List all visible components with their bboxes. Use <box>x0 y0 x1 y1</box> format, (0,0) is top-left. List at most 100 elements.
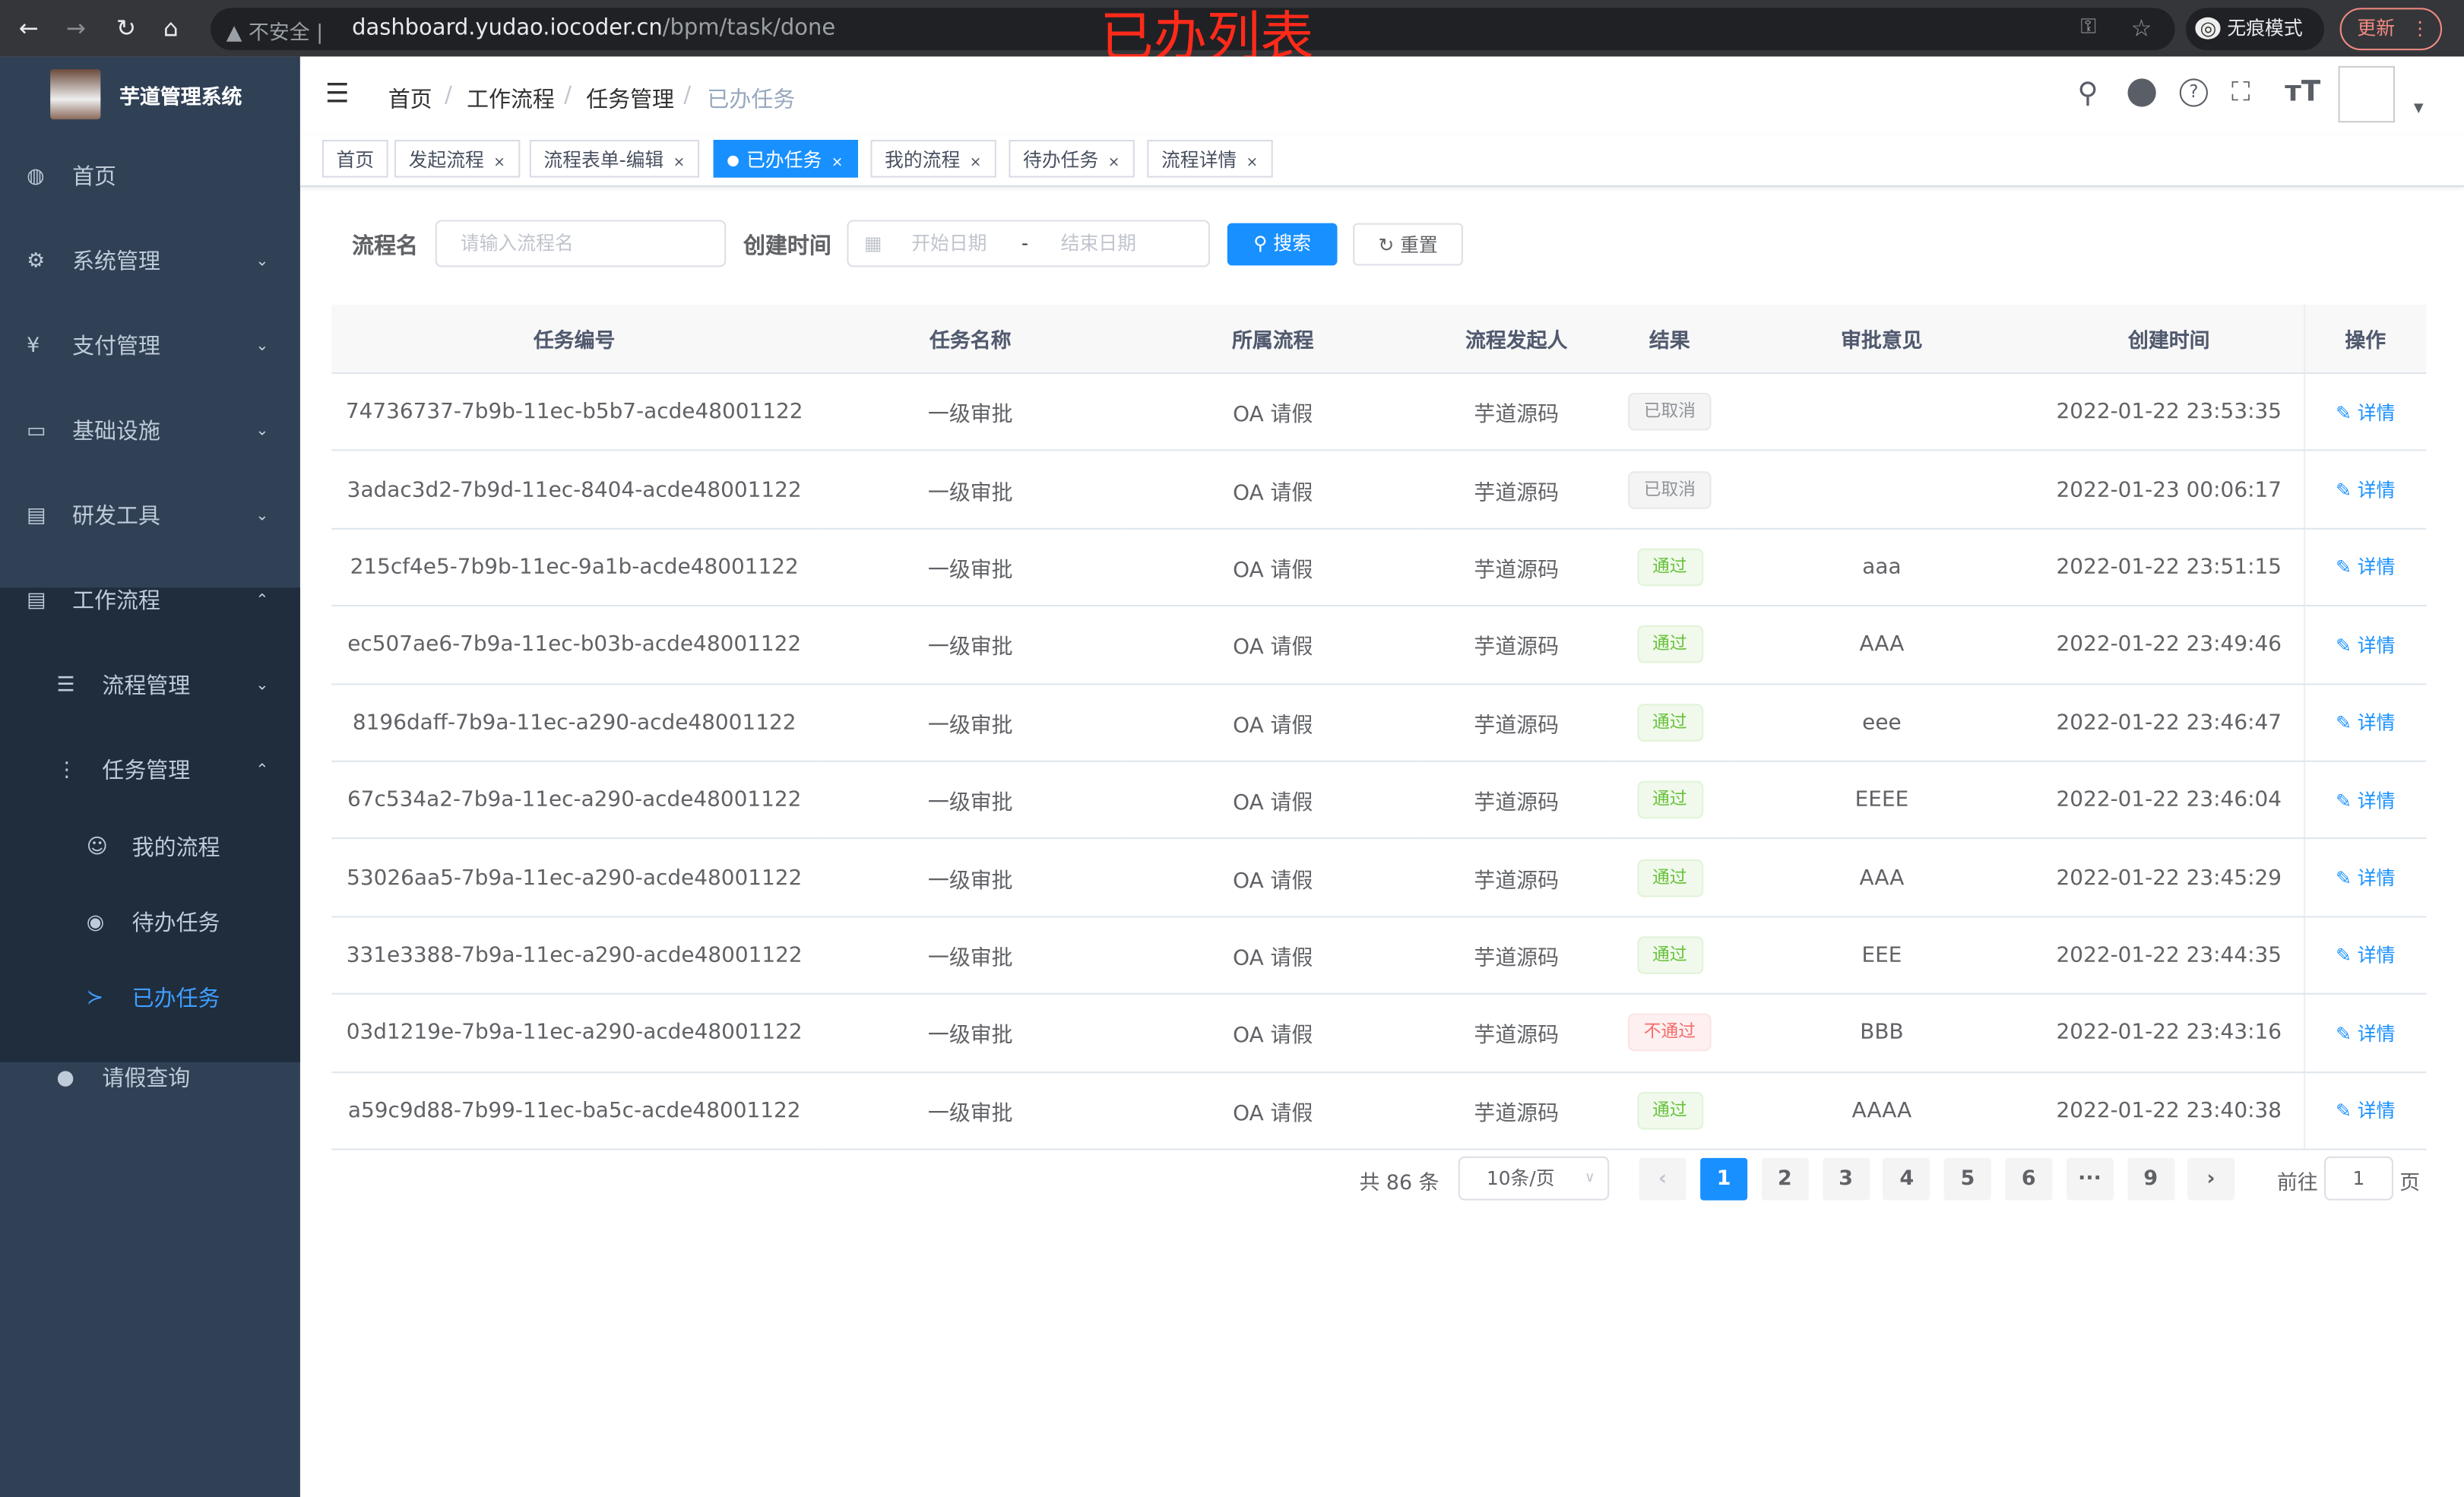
search-button[interactable]: ⚲ 搜索 <box>1227 223 1338 266</box>
breadcrumb-workflow[interactable]: 工作流程 <box>467 87 555 113</box>
sidebar-item-11[interactable]: ● 请假查询 <box>0 1037 300 1122</box>
detail-link[interactable]: ✎ 详情 <box>2336 402 2395 424</box>
star-icon[interactable]: ☆ <box>2130 14 2152 43</box>
gear-icon: ⚙ <box>27 249 46 274</box>
page-button[interactable]: 3 <box>1822 1157 1870 1201</box>
page-button[interactable]: 1 <box>1700 1157 1748 1201</box>
update-button[interactable]: 更新 ⋮ <box>2339 8 2443 51</box>
edit-icon: ✎ <box>2336 712 2358 735</box>
close-icon[interactable]: × <box>493 155 505 172</box>
cell-4: 通过 <box>1610 528 1729 607</box>
goto-page-input[interactable]: 1 <box>2323 1156 2393 1201</box>
page-size-select[interactable]: 10条/页 ∨ <box>1458 1156 1610 1201</box>
page-button[interactable]: 2 <box>1761 1157 1809 1201</box>
cell-3: 芋道源码 <box>1422 373 1611 452</box>
page-button[interactable]: 5 <box>1944 1157 1992 1201</box>
reset-button[interactable]: ↻ 重置 <box>1353 223 1463 266</box>
sidebar-item-label: 系统管理 <box>72 249 160 275</box>
detail-link[interactable]: ✎ 详情 <box>2336 790 2395 812</box>
sidebar-item-9[interactable]: ◉ 待办任务 <box>0 886 300 961</box>
reload-icon[interactable]: ↻ <box>116 14 137 43</box>
tag-label: 已办任务 <box>746 149 822 172</box>
detail-link[interactable]: ✎ 详情 <box>2336 945 2395 967</box>
close-icon[interactable]: × <box>831 155 844 172</box>
eye-icon: ◉ <box>86 911 105 935</box>
key-icon[interactable]: ⚿ <box>2080 15 2096 40</box>
address-bar[interactable]: ▲ 不安全 | dashboard.yudao.iocoder.cn/bpm/t… <box>211 8 2175 51</box>
detail-link[interactable]: ✎ 详情 <box>2336 867 2395 889</box>
page-button[interactable]: 9 <box>2127 1157 2174 1201</box>
search-icon[interactable]: ⚲ <box>2077 77 2098 110</box>
tags-view: 首页 发起流程 × 流程表单-编辑 × 已办任务 × 我的流程 × 待办任务 × 流程详情 × <box>299 135 2464 188</box>
cell-0: 3adac3d2-7b9d-11ec-8404-acde48001122 <box>331 451 818 530</box>
incognito-badge[interactable]: ◎ 无痕模式 <box>2186 8 2324 51</box>
back-icon[interactable]: ← <box>18 14 39 43</box>
cell-5 <box>1728 451 2035 530</box>
page-button[interactable]: ··· <box>2066 1157 2114 1201</box>
cell-0: a59c9d88-7b99-11ec-ba5c-acde48001122 <box>331 1071 818 1150</box>
cell-6: 2022-01-22 23:43:16 <box>2035 994 2304 1073</box>
close-icon[interactable]: × <box>673 155 686 172</box>
tag-2[interactable]: 流程表单-编辑 × <box>529 140 699 178</box>
detail-link[interactable]: ✎ 详情 <box>2336 635 2395 657</box>
detail-link[interactable]: ✎ 详情 <box>2336 557 2395 579</box>
sidebar-item-label: 工作流程 <box>72 589 160 615</box>
help-icon[interactable]: ? <box>2179 78 2208 107</box>
detail-link[interactable]: ✎ 详情 <box>2336 712 2395 734</box>
cell-1: 一级审批 <box>817 761 1124 840</box>
sidebar-item-0[interactable]: ◍ 首页 <box>0 135 300 220</box>
breadcrumb-task[interactable]: 任务管理 <box>586 87 675 113</box>
avatar[interactable] <box>2338 65 2396 123</box>
chevron-icon: ⌃ <box>255 592 269 610</box>
detail-link[interactable]: ✎ 详情 <box>2336 479 2395 502</box>
cell-4: 已取消 <box>1610 373 1729 452</box>
hamburger-icon[interactable]: ☰ <box>325 78 350 110</box>
date-range-picker[interactable]: ▦ 开始日期 - 结束日期 <box>847 220 1211 267</box>
prev-page-button[interactable]: ‹ <box>1639 1157 1686 1201</box>
close-icon[interactable]: × <box>969 155 982 172</box>
close-icon[interactable]: × <box>1107 155 1120 172</box>
edit-icon: ✎ <box>2336 1100 2358 1122</box>
tag-5[interactable]: 待办任务 × <box>1009 140 1134 178</box>
process-name-input[interactable]: 请输入流程名 <box>435 220 727 267</box>
breadcrumb-home[interactable]: 首页 <box>388 87 432 113</box>
table-row: 67c534a2-7b9a-11ec-a290-acde48001122 一级审批… <box>331 761 2427 840</box>
tag-4[interactable]: 我的流程 × <box>870 140 996 178</box>
table-row: a59c9d88-7b99-11ec-ba5c-acde48001122 一级审批… <box>331 1071 2427 1150</box>
detail-link[interactable]: ✎ 详情 <box>2336 1023 2395 1045</box>
sidebar-item-8[interactable]: ☺ 我的流程 <box>0 811 300 886</box>
app-title: 芋道管理系统 <box>119 86 242 110</box>
detail-link[interactable]: ✎ 详情 <box>2336 1100 2395 1122</box>
sidebar-item-3[interactable]: ▭ 基础设施 ⌄ <box>0 390 300 475</box>
github-icon[interactable] <box>2127 78 2156 107</box>
sidebar-item-1[interactable]: ⚙ 系统管理 ⌄ <box>0 220 300 305</box>
sidebar-item-6[interactable]: ☰ 流程管理 ⌄ <box>0 644 300 730</box>
cell-7: ✎ 详情 <box>2303 994 2427 1073</box>
fullscreen-icon[interactable]: ⛶ <box>2231 77 2250 109</box>
sidebar-item-7[interactable]: ⋮ 任务管理 ⌃ <box>0 729 300 814</box>
sidebar-item-10[interactable]: ≻ 已办任务 <box>0 961 300 1037</box>
cell-3: 芋道源码 <box>1422 1071 1611 1150</box>
browser-toolbar: ← → ↻ ⌂ ▲ 不安全 | dashboard.yudao.iocoder.… <box>0 0 2464 69</box>
tag-3[interactable]: 已办任务 × <box>713 140 858 178</box>
next-page-button[interactable]: › <box>2187 1157 2235 1201</box>
tag-0[interactable]: 首页 <box>321 140 388 178</box>
start-date-input[interactable]: 开始日期 <box>911 233 987 255</box>
edit-icon: ✎ <box>2336 867 2358 890</box>
page-button[interactable]: 4 <box>1883 1157 1930 1201</box>
page-button[interactable]: 6 <box>2005 1157 2053 1201</box>
cell-0: 215cf4e5-7b9b-11ec-9a1b-acde48001122 <box>331 528 818 607</box>
cell-5 <box>1728 373 2035 452</box>
cell-2: OA 请假 <box>1123 683 1423 762</box>
sidebar-item-4[interactable]: ▤ 研发工具 ⌄ <box>0 474 300 559</box>
tag-6[interactable]: 流程详情 × <box>1147 140 1272 178</box>
sidebar-item-2[interactable]: ¥ 支付管理 ⌄ <box>0 305 300 390</box>
home-icon[interactable]: ⌂ <box>163 14 179 43</box>
tag-1[interactable]: 发起流程 × <box>394 140 520 178</box>
caret-down-icon[interactable]: ▼ <box>2413 100 2424 115</box>
font-size-icon[interactable]: тT <box>2285 75 2321 109</box>
close-icon[interactable]: × <box>1246 155 1259 172</box>
forward-icon[interactable]: → <box>65 14 86 43</box>
sidebar-item-5[interactable]: ▤ 工作流程 ⌃ <box>0 559 300 644</box>
end-date-input[interactable]: 结束日期 <box>1060 233 1136 255</box>
